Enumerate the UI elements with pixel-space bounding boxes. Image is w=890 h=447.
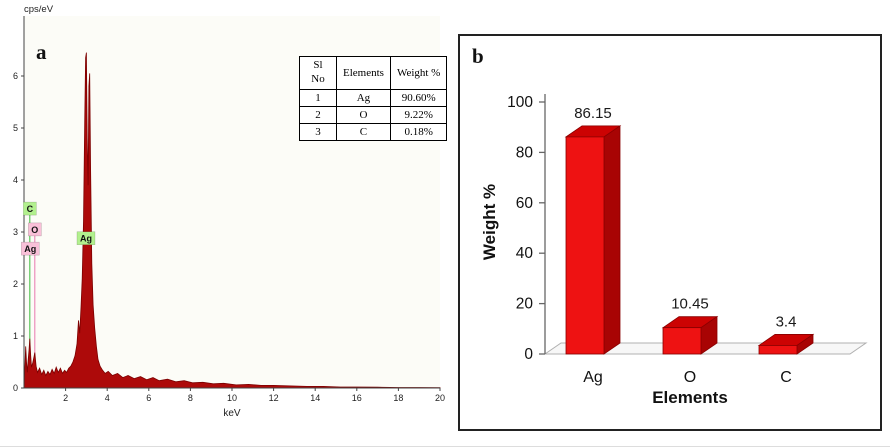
- svg-text:18: 18: [393, 393, 403, 403]
- table-cell-element: Ag: [336, 88, 391, 107]
- svg-text:Ag: Ag: [583, 369, 603, 386]
- svg-text:100: 100: [507, 94, 533, 111]
- svg-text:1: 1: [13, 331, 18, 341]
- panel-b-bar-chart: 0 20 40 60 80 100 86.15 Ag 10.45 O 3.4 C b Weight %…: [458, 34, 882, 431]
- svg-text:12: 12: [269, 393, 279, 403]
- svg-text:C: C: [27, 204, 34, 214]
- table-header-weight: Weight %: [389, 56, 448, 90]
- svg-text:Ag: Ag: [24, 244, 36, 254]
- svg-text:8: 8: [188, 393, 193, 403]
- table-row: 2 O 9.22%: [299, 105, 448, 124]
- svg-text:2: 2: [13, 279, 18, 289]
- svg-text:O: O: [31, 225, 38, 235]
- svg-text:Ag: Ag: [80, 234, 92, 244]
- table-header-row: Sl No Elements Weight %: [299, 56, 448, 90]
- table-cell-weight: 9.22%: [389, 105, 448, 124]
- panel-a-letter: a: [36, 40, 47, 64]
- svg-text:4: 4: [13, 175, 18, 185]
- y-axis-unit-label: cps/eV: [24, 4, 54, 15]
- table-cell-element: O: [336, 105, 391, 124]
- svg-text:60: 60: [516, 195, 534, 212]
- table-cell-slno: 2: [299, 105, 337, 124]
- table-cell-slno: 1: [299, 88, 337, 107]
- table-cell-weight: 90.60%: [389, 88, 448, 107]
- svg-text:3: 3: [13, 227, 18, 237]
- svg-text:14: 14: [310, 393, 320, 403]
- bar-chart-x-axis-label: Elements: [652, 388, 728, 407]
- svg-text:20: 20: [435, 393, 445, 403]
- panel-b-letter: b: [472, 44, 484, 68]
- svg-text:6: 6: [13, 71, 18, 81]
- svg-text:0: 0: [524, 346, 533, 363]
- table-header-slno: Sl No: [299, 56, 337, 90]
- svg-text:16: 16: [352, 393, 362, 403]
- svg-text:10: 10: [227, 393, 237, 403]
- table-cell-slno: 3: [299, 122, 337, 141]
- table-row: 1 Ag 90.60%: [299, 88, 448, 107]
- table-row: 3 C 0.18%: [299, 122, 448, 141]
- svg-text:2: 2: [63, 393, 68, 403]
- weight-percent-bar-chart: 0 20 40 60 80 100 86.15 Ag 10.45 O 3.4 C: [507, 94, 868, 386]
- svg-text:4: 4: [105, 393, 110, 403]
- svg-text:86.15: 86.15: [574, 105, 612, 122]
- table-cell-weight: 0.18%: [389, 122, 448, 141]
- bar-chart-y-axis-label: Weight %: [480, 183, 499, 261]
- eds-results-table: Sl No Elements Weight % 1 Ag 90.60% 2 O …: [299, 56, 448, 141]
- table-header-elements: Elements: [336, 56, 391, 90]
- svg-text:40: 40: [516, 245, 534, 262]
- svg-text:10.45: 10.45: [671, 296, 709, 313]
- svg-text:3.4: 3.4: [776, 313, 797, 330]
- svg-text:80: 80: [516, 144, 534, 161]
- table-cell-element: C: [336, 122, 391, 141]
- svg-text:20: 20: [516, 296, 534, 313]
- svg-text:6: 6: [146, 393, 151, 403]
- svg-text:O: O: [684, 369, 696, 386]
- svg-text:C: C: [780, 369, 792, 386]
- svg-text:0: 0: [13, 383, 18, 393]
- panel-a-spectrum: 0 1 2 3 4 5 6 2 4 6 8 10 12 14 16 18 20 C O Ag Ag cps/eV a k…: [13, 4, 448, 419]
- svg-text:5: 5: [13, 123, 18, 133]
- x-axis-unit-label: keV: [223, 408, 241, 419]
